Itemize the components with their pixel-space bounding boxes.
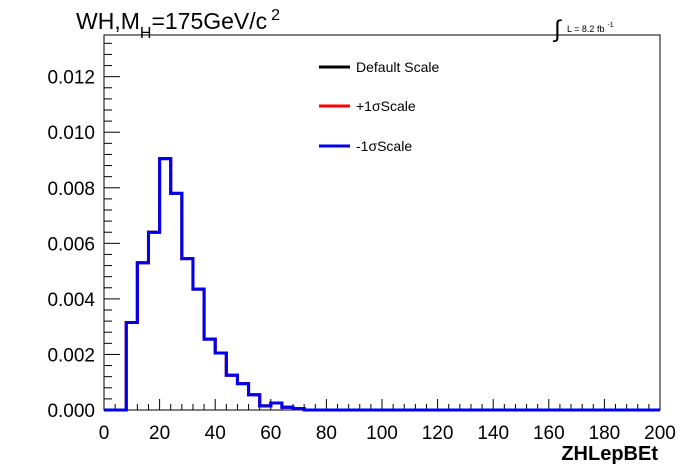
y-tick-label: 0.002: [47, 345, 95, 366]
x-tick-label: 40: [205, 423, 226, 444]
x-tick-label: 200: [644, 423, 676, 444]
lumi-integral-symbol: ∫: [552, 16, 562, 43]
x-tick-label: 80: [316, 423, 337, 444]
legend: Default Scale +1σScale -1σScale: [319, 59, 439, 154]
x-axis: 0 20 40 60 80 100 120 140 160 180 200: [99, 399, 676, 444]
legend-entry-plus-1-sigma: +1σScale: [319, 98, 416, 114]
y-tick-label: 0.012: [47, 68, 95, 89]
x-tick-label: 60: [260, 423, 281, 444]
legend-label-plus-1-sigma: +1σScale: [356, 98, 416, 114]
x-tick-label: 100: [366, 423, 398, 444]
chart-title: WH,MH=175GeV/c 2: [76, 7, 280, 42]
x-tick-label: 140: [477, 423, 509, 444]
x-tick-label: 180: [589, 423, 621, 444]
x-tick-label: 120: [422, 423, 454, 444]
x-tick-label: 0: [99, 423, 110, 444]
x-tick-label: 20: [149, 423, 170, 444]
y-tick-label: 0.006: [47, 234, 95, 255]
x-axis-label: ZHLepBEt: [561, 443, 658, 465]
y-tick-label: 0.004: [47, 290, 95, 311]
y-axis: 0.000 0.002 0.004 0.006 0.008 0.010 0.012: [47, 42, 120, 422]
x-tick-label: 160: [533, 423, 565, 444]
legend-label-default-scale: Default Scale: [356, 59, 439, 75]
legend-entry-default-scale: Default Scale: [319, 59, 439, 75]
lumi-annotation: L = 8.2 fb -1: [567, 22, 614, 34]
series-line-2: [104, 157, 660, 412]
y-tick-label: 0.010: [47, 123, 95, 144]
legend-label-minus-1-sigma: -1σScale: [356, 138, 412, 154]
series-layer: [104, 157, 660, 412]
y-tick-label: 0.008: [47, 179, 95, 200]
y-tick-label: 0.000: [47, 401, 95, 422]
legend-entry-minus-1-sigma: -1σScale: [319, 138, 412, 154]
